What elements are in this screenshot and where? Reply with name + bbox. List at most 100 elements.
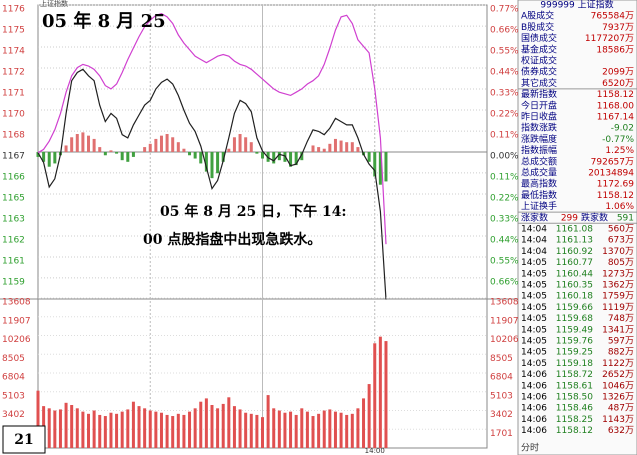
stat-label: 涨跌幅度 xyxy=(521,133,557,145)
trade-price: 1161.08 xyxy=(556,225,593,235)
trade-volume: 805万 xyxy=(608,258,634,268)
indicator-bar xyxy=(115,152,119,154)
indicator-bar xyxy=(42,152,46,162)
y-tick-label: 1168 xyxy=(2,131,25,141)
indicator-bar xyxy=(356,147,360,152)
trade-price: 1158.50 xyxy=(556,393,593,403)
y2-tick-label: 0.22% xyxy=(490,110,519,120)
trade-volume: 673万 xyxy=(608,236,634,246)
indicator-bar xyxy=(289,152,293,167)
vol-tick-label: 8505 xyxy=(2,354,25,364)
trade-volume: 487万 xyxy=(608,404,634,414)
stat-label: 指数涨跌 xyxy=(521,122,557,134)
volume-bar xyxy=(137,406,141,448)
y-tick-label: 1172 xyxy=(2,67,25,77)
volume-bar xyxy=(378,336,382,448)
trade-time: 14:06 xyxy=(521,393,547,403)
volume-bar xyxy=(345,414,349,448)
trade-volume: 1326万 xyxy=(602,393,634,403)
trade-volume: 1341万 xyxy=(602,325,634,335)
vol-tick-label: 10206 xyxy=(2,335,31,345)
indicator-bar xyxy=(165,134,169,152)
y-tick-label: 1171 xyxy=(2,89,25,99)
indicator-bar xyxy=(227,148,231,152)
stat-value: 1168.00 xyxy=(597,101,634,111)
stat-value: 2099万 xyxy=(602,68,634,78)
trade-price: 1159.18 xyxy=(556,359,593,369)
volume-bar xyxy=(131,401,135,448)
trade-time: 14:06 xyxy=(521,426,547,436)
volume-bar xyxy=(283,412,287,448)
vol-tick-label: 11907 xyxy=(2,316,31,326)
volume-bar xyxy=(300,408,304,448)
y2-tick-label: 0.44% xyxy=(490,236,519,246)
price-line xyxy=(37,68,387,300)
vol-tick-label-right: 11907 xyxy=(490,316,519,326)
indicator-bar xyxy=(81,132,85,152)
volume-bar xyxy=(339,412,343,448)
indicator-bar xyxy=(311,145,315,152)
trade-time: 14:05 xyxy=(521,314,547,324)
trade-volume: 1119万 xyxy=(602,303,634,313)
trade-volume: 560万 xyxy=(608,225,634,235)
indicator-bar xyxy=(350,142,354,152)
indicator-bar xyxy=(339,140,343,152)
trade-time: 14:04 xyxy=(521,247,547,257)
vol-tick-label-right: 1701 xyxy=(490,429,513,439)
trade-volume: 882万 xyxy=(608,348,634,358)
trade-price: 1158.12 xyxy=(556,426,593,436)
indicator-bar xyxy=(244,137,248,152)
trade-price: 1159.76 xyxy=(556,337,593,347)
trade-price: 1160.18 xyxy=(556,292,593,302)
breadth: 跌家数 xyxy=(581,211,608,223)
indicator-bar xyxy=(204,152,208,172)
volume-bar xyxy=(75,408,79,448)
trade-volume: 2652万 xyxy=(602,370,634,380)
volume-bar xyxy=(277,410,281,448)
caption-line: 05 年 8 月 25 日，下午 14: xyxy=(160,203,347,220)
trade-volume: 1362万 xyxy=(602,281,634,291)
stat-label: 最低指数 xyxy=(521,189,557,201)
side-panel xyxy=(517,0,637,455)
volume-bar xyxy=(193,408,197,448)
trade-time: 14:05 xyxy=(521,258,547,268)
stat-value: 1.06% xyxy=(605,202,634,212)
indicator-bar xyxy=(47,152,51,167)
stat-label: 最新指数 xyxy=(521,88,557,100)
vol-tick-label: 3402 xyxy=(2,410,25,420)
volume-bar xyxy=(154,411,158,448)
volume-bar xyxy=(328,409,332,448)
trade-price: 1160.77 xyxy=(556,258,593,268)
volume-bar xyxy=(356,408,360,448)
indicator-bar xyxy=(277,152,281,161)
stat-label: B股成交 xyxy=(521,21,554,33)
indicator-bar xyxy=(70,137,74,152)
volume-bar xyxy=(126,409,130,448)
volume-bar xyxy=(232,406,236,448)
trade-price: 1158.46 xyxy=(556,404,593,414)
volume-bar xyxy=(92,410,96,448)
stat-label: 最高指数 xyxy=(521,178,557,190)
trade-price: 1160.35 xyxy=(556,281,593,291)
footer-tab[interactable]: 分时 xyxy=(521,442,539,454)
indicator-bar xyxy=(238,134,242,152)
y-tick-label: 1175 xyxy=(2,26,25,36)
trade-time: 14:05 xyxy=(521,325,547,335)
stat-value: 6520万 xyxy=(602,79,634,89)
y-tick-label: 1161 xyxy=(2,256,25,266)
trade-price: 1160.92 xyxy=(556,247,593,257)
indicator-bar xyxy=(64,145,68,152)
volume-bar xyxy=(103,416,107,448)
indicator-bar xyxy=(317,147,321,152)
stat-value: -9.02 xyxy=(611,124,634,134)
trade-time: 14:06 xyxy=(521,381,547,391)
trade-price: 1158.61 xyxy=(556,381,593,391)
y2-tick-label: 0.11% xyxy=(490,131,519,141)
volume-bar xyxy=(294,414,298,448)
y-tick-label: 1165 xyxy=(2,194,25,204)
volume-bar xyxy=(58,409,62,448)
indicator-bar xyxy=(182,148,186,152)
stat-label: A股成交 xyxy=(521,10,554,22)
trade-price: 1159.25 xyxy=(556,348,593,358)
